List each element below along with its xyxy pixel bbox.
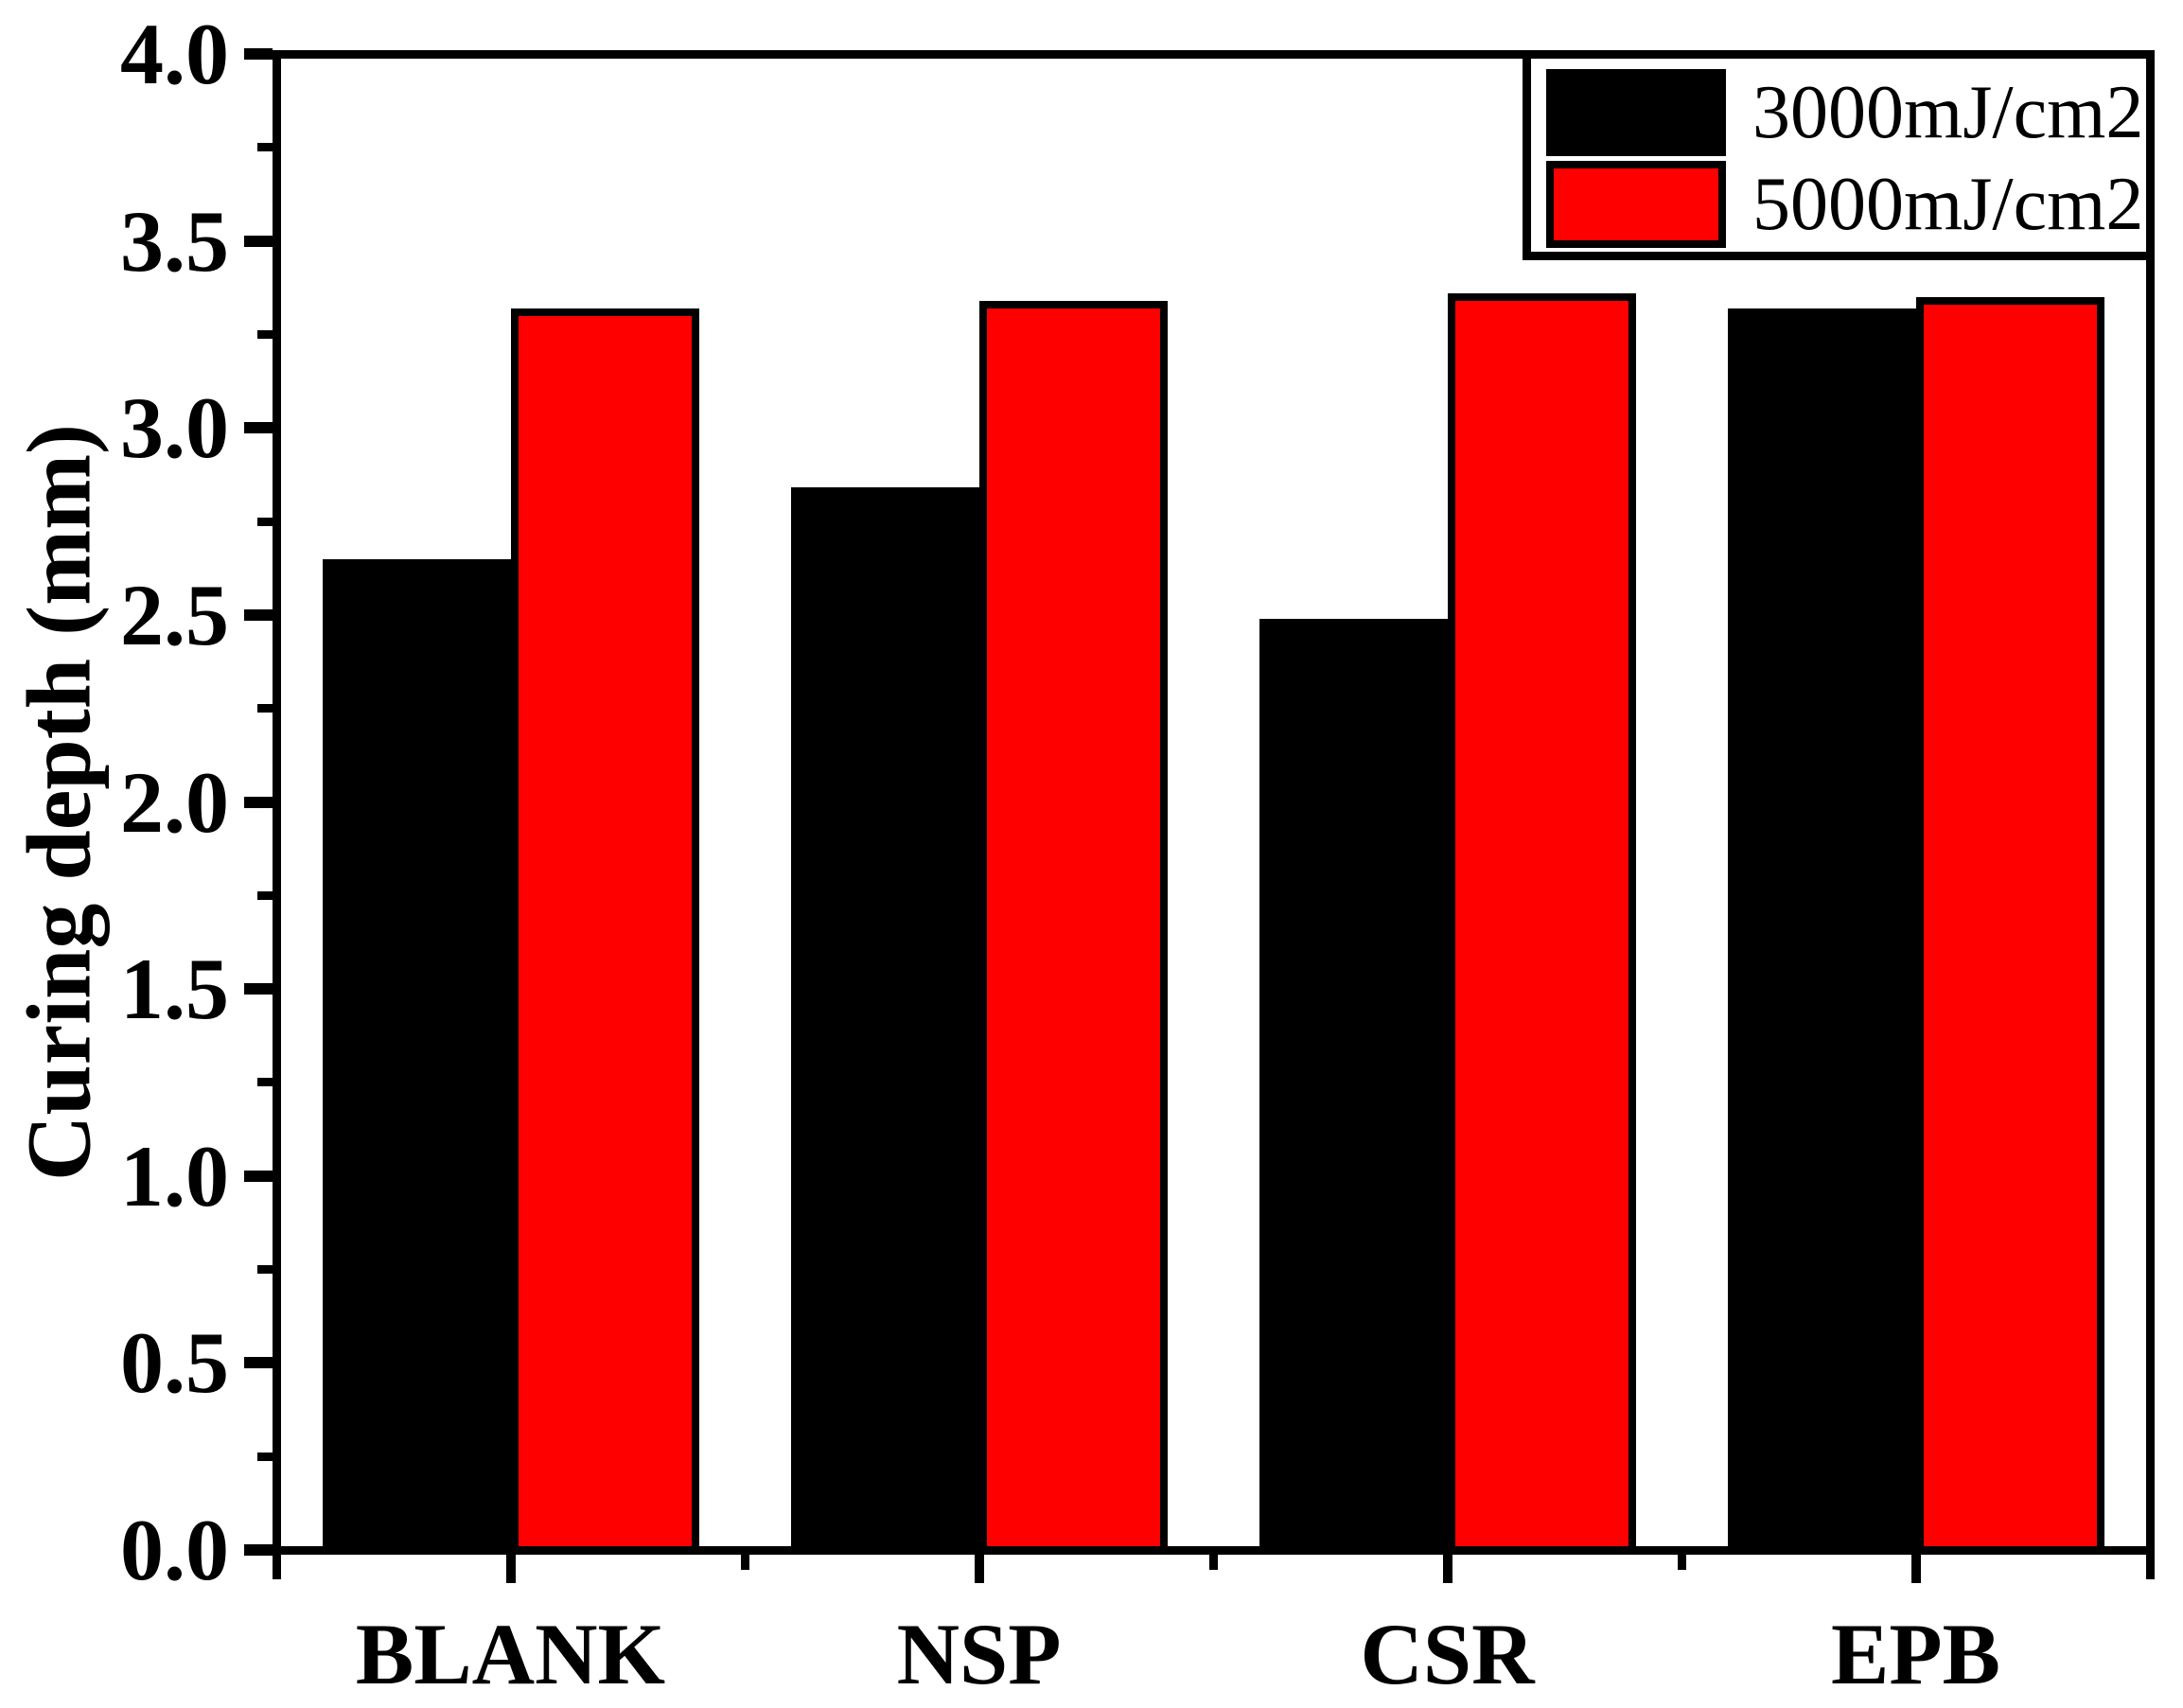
y-axis-tick-label: 1.0 — [120, 1127, 229, 1224]
y-axis-minor-tick — [256, 329, 273, 339]
y-axis-tick-label: 4.0 — [120, 6, 229, 102]
y-axis-major-tick — [243, 796, 273, 808]
x-axis-category-label: BLANK — [355, 1606, 666, 1702]
y-axis-minor-tick — [256, 704, 273, 713]
y-axis-major-tick — [243, 1544, 273, 1556]
x-axis-minor-tick — [740, 1554, 749, 1570]
y-axis-tick-label: 0.5 — [120, 1314, 229, 1412]
y-axis-major-tick — [243, 48, 273, 60]
x-axis-major-tick — [1442, 1554, 1452, 1583]
bar-epb-5000mJ/cm2 — [1915, 296, 2104, 1555]
legend-label: 5000mJ/cm2 — [1752, 162, 2144, 246]
y-axis-minor-tick — [256, 890, 273, 900]
legend-swatch-5000 — [1546, 160, 1726, 248]
bar-nsp-3000mJ/cm2 — [790, 487, 979, 1555]
y-axis-tick-label: 2.0 — [120, 753, 229, 851]
y-axis-tick-label: 3.0 — [120, 379, 229, 477]
y-axis-minor-tick — [256, 1078, 273, 1087]
y-axis-minor-tick — [256, 143, 273, 152]
x-axis-category-label: CSR — [1360, 1606, 1535, 1702]
y-axis-tick-label: 1.5 — [120, 941, 229, 1038]
bar-epb-3000mJ/cm2 — [1727, 308, 1916, 1555]
legend-row: 5000mJ/cm2 — [1531, 158, 2146, 250]
x-axis-major-tick — [505, 1554, 516, 1583]
plot-frame — [273, 50, 2155, 1555]
y-axis-major-tick — [243, 608, 273, 621]
y-axis-major-tick — [243, 983, 273, 995]
legend: 3000mJ/cm2 5000mJ/cm2 — [1523, 50, 2155, 260]
y-axis-major-tick — [243, 235, 273, 247]
x-axis-minor-tick — [1208, 1554, 1218, 1570]
y-axis-major-tick — [243, 422, 273, 434]
x-axis-minor-tick — [1677, 1554, 1686, 1570]
legend-swatch-3000 — [1546, 68, 1726, 156]
x-axis-category-label: EPB — [1831, 1606, 2000, 1702]
y-axis-tick-label: 2.5 — [120, 566, 229, 663]
y-axis-major-tick — [243, 1170, 273, 1182]
y-axis-tick-label: 0.0 — [120, 1502, 229, 1598]
legend-label: 3000mJ/cm2 — [1752, 70, 2144, 154]
x-axis-major-tick — [1910, 1554, 1921, 1583]
y-axis-minor-tick — [256, 1265, 273, 1275]
x-axis-major-tick — [974, 1554, 984, 1583]
legend-row: 3000mJ/cm2 — [1531, 66, 2146, 158]
y-axis-major-tick — [243, 1357, 273, 1369]
bar-nsp-5000mJ/cm2 — [978, 300, 1168, 1555]
x-axis-edge-tick — [272, 1554, 281, 1579]
bar-csr-3000mJ/cm2 — [1259, 618, 1448, 1555]
bar-blank-3000mJ/cm2 — [322, 558, 511, 1555]
y-axis-minor-tick — [256, 1452, 273, 1461]
x-axis-edge-tick — [2145, 1554, 2155, 1579]
x-axis-category-label: NSP — [896, 1606, 1062, 1702]
y-axis-minor-tick — [256, 517, 273, 526]
y-axis-tick-label: 3.5 — [120, 192, 229, 290]
bar-csr-5000mJ/cm2 — [1447, 292, 1636, 1555]
plot-area: 0.0 0.5 1.0 1.5 2.0 2.5 3.0 3.5 4.0 BLANK NSP CSR EP… — [120, 6, 2155, 1702]
bar-blank-5000mJ/cm2 — [510, 308, 699, 1555]
